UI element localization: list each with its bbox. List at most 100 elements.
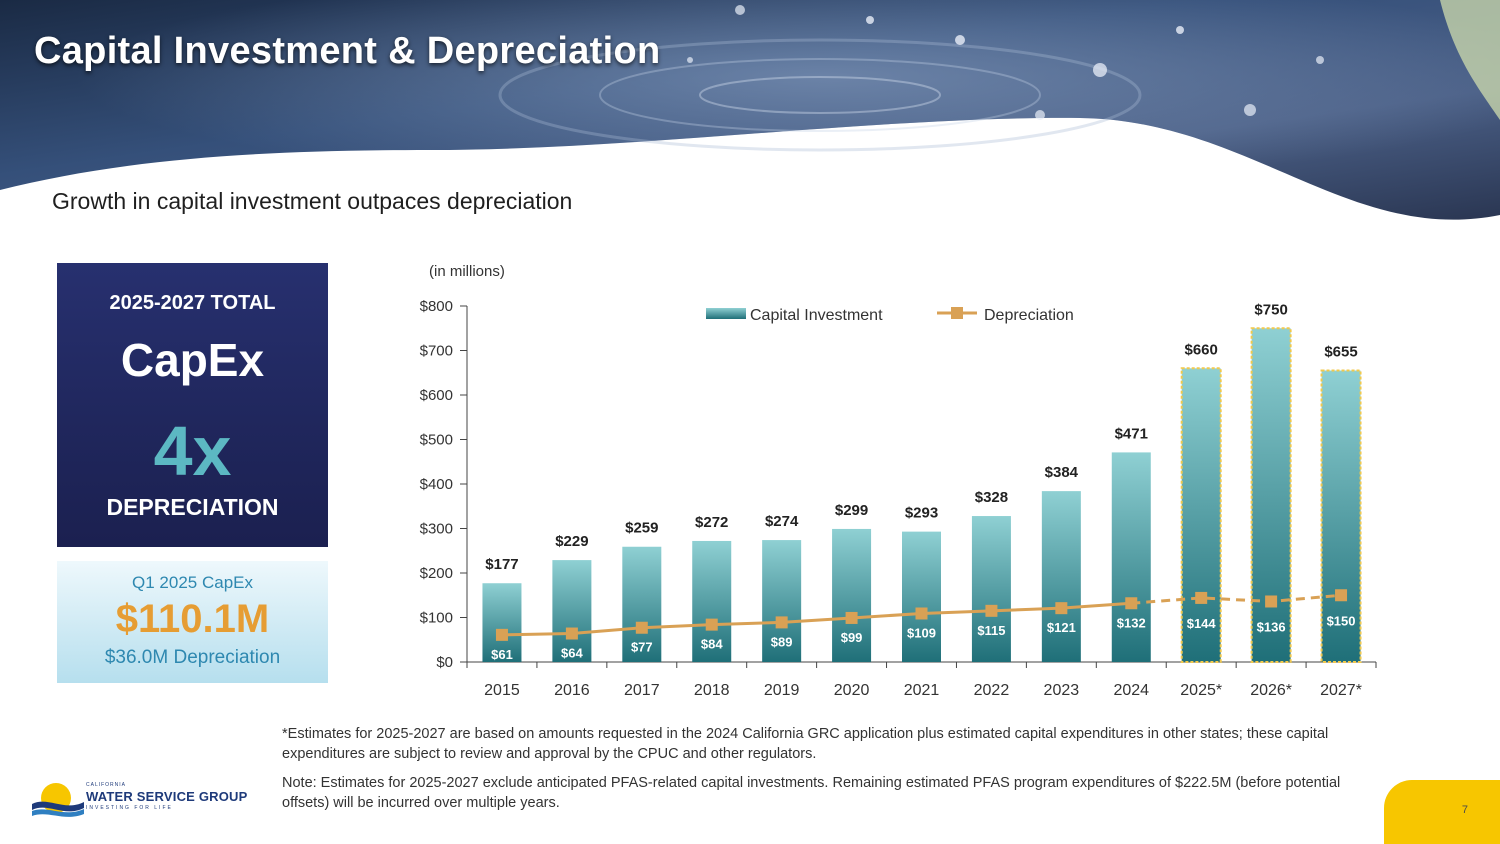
depreciation-marker [1195,591,1208,604]
depreciation-label: $132 [1117,615,1146,630]
capex-bar [622,546,662,662]
capex-bar-label: $229 [555,533,588,550]
depreciation-label: $64 [561,646,583,661]
capex-label: CapEx [120,334,265,386]
capex-bar-label: $328 [975,489,1008,506]
x-tick-label: 2021 [904,682,940,699]
depreciation-marker [985,604,998,617]
depreciation-marker [565,627,578,640]
depreciation-marker [705,618,718,631]
capex-summary-box: 2025-2027 TOTAL CapEx 4x DEPRECIATION [57,263,328,547]
depreciation-label: $61 [491,647,513,662]
depreciation-label: $121 [1047,620,1076,635]
y-tick-label: $300 [420,521,453,538]
x-tick-label: 2026* [1250,682,1292,699]
y-tick-label: $500 [420,432,453,449]
capex-bar [832,528,872,662]
q1-capex-label: Q1 2025 CapEx [132,573,253,592]
x-tick-label: 2016 [554,682,590,699]
depreciation-marker [1125,597,1138,610]
capex-bar-label: $274 [765,513,799,530]
water-splash-banner [0,0,1500,220]
q1-capex-value: $110.1M [115,597,270,641]
logo-tagline: INVESTING FOR LIFE [86,805,173,811]
x-tick-label: 2017 [624,682,660,699]
capex-bar [902,531,941,662]
company-logo-icon [32,783,84,817]
depreciation-label: $150 [1327,613,1356,628]
depreciation-marker [1265,595,1278,608]
page-subtitle: Growth in capital investment outpaces de… [52,188,573,214]
y-tick-label: $800 [420,298,453,315]
depreciation-marker [495,628,508,641]
depreciation-label: $89 [771,634,793,649]
legend-capex-label: Capital Investment [750,307,883,324]
capex-bar [552,560,592,662]
x-tick-label: 2022 [974,682,1010,699]
x-tick-label: 2015 [484,682,520,699]
legend-depreciation-marker [951,307,963,319]
chart-units-note: (in millions) [429,263,505,280]
capex-bar [1180,367,1222,663]
depreciation-label: $77 [631,640,653,655]
capex-bar [1320,369,1362,663]
page-number: 7 [1461,804,1468,816]
capex-period-label: 2025-2027 TOTAL [109,292,276,314]
depreciation-label: $109 [907,625,936,640]
x-tick-label: 2024 [1113,682,1149,699]
capex-bar-label: $177 [485,556,518,573]
legend-depreciation-label: Depreciation [984,307,1074,324]
logo-state: CALIFORNIA [86,782,127,788]
capex-bar-label: $272 [695,514,728,531]
x-tick-label: 2020 [834,682,870,699]
depreciation-marker [915,607,928,620]
y-tick-label: $700 [420,343,453,360]
capex-bar [482,583,522,662]
x-tick-label: 2027* [1320,682,1362,699]
y-tick-label: $0 [436,654,453,671]
y-tick-label: $600 [420,387,453,404]
page-corner-accent [1384,780,1500,844]
depreciation-marker [1055,602,1068,615]
x-tick-label: 2019 [764,682,800,699]
footnote-pfas: Note: Estimates for 2025-2027 exclude an… [282,775,1341,811]
capex-depreciation-label: DEPRECIATION [106,494,279,520]
capex-bar-label: $259 [625,520,658,537]
depreciation-line-projected [1131,593,1342,605]
capex-bar-label: $750 [1254,301,1287,318]
capex-bar [762,540,802,662]
depreciation-marker [775,616,788,629]
depreciation-label: $84 [701,637,723,652]
x-tick-label: 2025* [1180,682,1222,699]
capex-bar-label: $384 [1045,464,1079,481]
capex-bar-label: $471 [1115,425,1148,442]
capex-bar-label: $293 [905,505,938,522]
depreciation-label: $99 [841,630,863,645]
depreciation-label: $136 [1257,619,1286,634]
depreciation-marker [635,621,648,634]
depreciation-label: $144 [1187,616,1217,631]
footnote-estimates: *Estimates for 2025-2027 are based on am… [282,726,1329,762]
legend-capex-swatch [706,308,746,319]
capex-bar-label: $655 [1324,344,1357,361]
depreciation-marker [1335,589,1348,602]
q1-depreciation: $36.0M Depreciation [104,647,281,668]
x-tick-label: 2023 [1044,682,1080,699]
capex-multiple: 4x [153,412,232,490]
y-tick-label: $200 [420,565,453,582]
q1-capex-box: Q1 2025 CapEx $110.1M $36.0M Depreciatio… [57,561,328,683]
y-tick-label: $400 [420,476,453,493]
capex-bar-label: $660 [1185,341,1218,358]
capex-bar [1250,327,1292,663]
x-tick-label: 2018 [694,682,730,699]
capex-bar-label: $299 [835,502,868,519]
depreciation-label: $115 [977,623,1005,638]
capex-bar [1111,452,1151,662]
depreciation-marker [845,611,858,624]
capex-bar [971,516,1011,662]
capex-bar [1041,491,1081,662]
depreciation-line [501,601,1132,637]
page-title: Capital Investment & Depreciation [34,30,661,72]
logo-name: WATER SERVICE GROUP [86,789,248,804]
